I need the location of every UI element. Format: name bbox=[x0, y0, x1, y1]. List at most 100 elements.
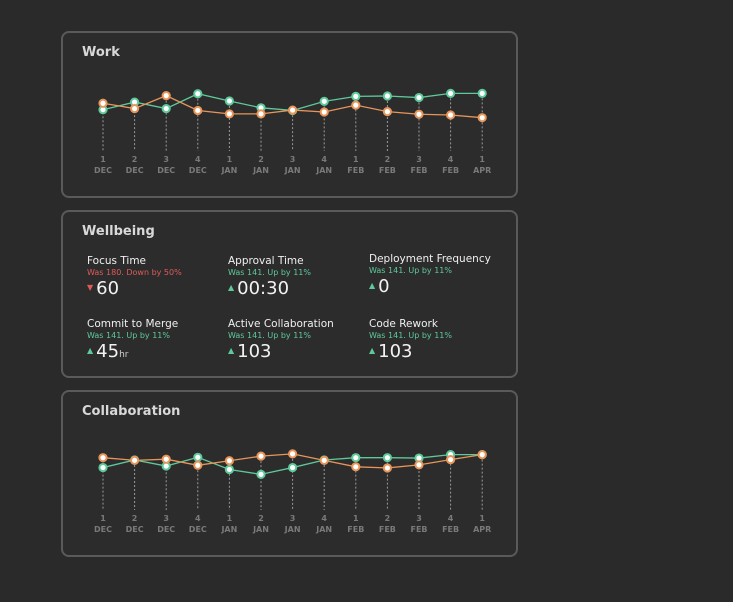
x-tick-label: 2 bbox=[132, 514, 138, 523]
x-tick-label: DEC bbox=[94, 525, 112, 534]
collaboration-title: Collaboration bbox=[82, 404, 181, 419]
data-point-green[interactable] bbox=[256, 469, 266, 480]
x-tick-label: 1 bbox=[479, 155, 485, 164]
x-tick-label: 4 bbox=[195, 514, 201, 523]
data-point-orange[interactable] bbox=[193, 105, 203, 116]
metric-value-row: ▲ 45hr bbox=[87, 341, 178, 362]
metric-value-row: ▲ 0 bbox=[369, 276, 491, 297]
metric-value: 00:30 bbox=[237, 278, 290, 299]
arrow-down-icon: ▼ bbox=[87, 282, 94, 292]
x-tick-label: DEC bbox=[189, 166, 207, 175]
data-point-orange[interactable] bbox=[288, 449, 298, 459]
arrow-up-icon: ▲ bbox=[228, 282, 235, 292]
arrow-up-icon: ▲ bbox=[369, 345, 376, 355]
data-point-orange[interactable] bbox=[224, 456, 234, 466]
data-point-orange[interactable] bbox=[319, 107, 329, 117]
data-point-orange[interactable] bbox=[98, 453, 108, 463]
data-point-green[interactable] bbox=[414, 92, 424, 103]
metric-value-row: ▼ 60 bbox=[87, 278, 182, 299]
x-tick-label: 1 bbox=[479, 514, 485, 523]
metric-label: Deployment Frequency bbox=[369, 253, 491, 265]
data-point-orange[interactable] bbox=[319, 455, 329, 465]
x-tick-label: 4 bbox=[321, 155, 327, 164]
x-tick-label: 1 bbox=[100, 514, 106, 523]
data-point-green[interactable] bbox=[161, 103, 171, 114]
x-tick-label: DEC bbox=[126, 166, 144, 175]
x-tick-label: FEB bbox=[410, 525, 427, 534]
data-point-orange[interactable] bbox=[256, 451, 266, 461]
metric-value-row: ▲ 00:30 bbox=[228, 278, 311, 299]
data-point-orange[interactable] bbox=[414, 460, 424, 470]
collaboration-chart: 1 DEC 2 DEC 3 DEC 4 DEC 1 JAN 2 JAN 3 JAN 4 JAN 1 FEB 2 FEB… bbox=[94, 449, 491, 534]
data-point-orange[interactable] bbox=[477, 450, 487, 460]
metric-change-text: Was 141. Up by 11% bbox=[228, 331, 311, 340]
data-point-green[interactable] bbox=[382, 453, 392, 463]
data-point-green[interactable] bbox=[224, 96, 234, 106]
data-point-orange[interactable] bbox=[130, 103, 140, 114]
metric-value: 0 bbox=[378, 276, 390, 297]
work-chart: 1 DEC 2 DEC 3 DEC 4 DEC 1 JAN 2 JAN 3 JAN 4 JAN 1 FEB 2 FEB… bbox=[94, 88, 491, 175]
collaboration-card: Collaboration 1 DEC 2 DEC 3 DEC 4 DEC 1 JAN 2 JAN 3 J… bbox=[61, 390, 518, 557]
data-point-orange[interactable] bbox=[382, 107, 392, 117]
x-tick-label: FEB bbox=[347, 525, 364, 534]
data-point-green[interactable] bbox=[193, 452, 203, 462]
metric-change-text: Was 141. Up by 11% bbox=[369, 331, 452, 340]
data-point-orange[interactable] bbox=[193, 460, 203, 470]
x-tick-label: 4 bbox=[321, 514, 327, 523]
data-point-orange[interactable] bbox=[161, 91, 171, 101]
data-point-orange[interactable] bbox=[351, 100, 361, 110]
x-tick-label: 1 bbox=[227, 514, 233, 523]
data-point-orange[interactable] bbox=[161, 454, 171, 464]
x-tick-label: DEC bbox=[157, 525, 175, 534]
data-point-green[interactable] bbox=[351, 91, 361, 102]
metric-label: Code Rework bbox=[369, 318, 438, 330]
x-tick-label: 4 bbox=[448, 155, 454, 164]
x-tick-label: 2 bbox=[132, 155, 138, 164]
metric-change-text: Was 180. Down by 50% bbox=[87, 268, 182, 277]
x-tick-label: 1 bbox=[100, 155, 106, 164]
wellbeing-card: Wellbeing Focus Time Was 180. Down by 50… bbox=[61, 210, 518, 378]
data-point-green[interactable] bbox=[382, 91, 392, 101]
arrow-up-icon: ▲ bbox=[87, 345, 94, 355]
data-point-orange[interactable] bbox=[477, 113, 487, 123]
x-tick-label: FEB bbox=[347, 166, 364, 175]
x-tick-label: 3 bbox=[290, 514, 296, 523]
data-point-orange[interactable] bbox=[351, 462, 361, 472]
data-point-orange[interactable] bbox=[130, 455, 140, 465]
data-point-green[interactable] bbox=[288, 462, 298, 473]
x-tick-label: FEB bbox=[442, 166, 459, 175]
metric-value-row: ▲ 103 bbox=[228, 341, 334, 362]
data-point-green[interactable] bbox=[193, 89, 203, 99]
data-point-orange[interactable] bbox=[446, 454, 456, 465]
arrow-up-icon: ▲ bbox=[369, 280, 376, 290]
data-point-orange[interactable] bbox=[382, 463, 392, 473]
data-point-green[interactable] bbox=[98, 462, 108, 473]
data-point-orange[interactable] bbox=[256, 109, 266, 119]
wellbeing-title: Wellbeing bbox=[82, 224, 155, 239]
x-tick-label: 3 bbox=[290, 155, 296, 164]
data-point-green[interactable] bbox=[351, 453, 361, 463]
x-tick-label: FEB bbox=[442, 525, 459, 534]
data-point-green[interactable] bbox=[224, 464, 234, 475]
data-point-green[interactable] bbox=[477, 88, 487, 98]
data-point-orange[interactable] bbox=[98, 98, 108, 108]
data-point-green[interactable] bbox=[446, 88, 456, 98]
metric-deployment-frequency: Deployment Frequency Was 141. Up by 11% … bbox=[369, 253, 491, 297]
metric-commit-to-merge: Commit to Merge Was 141. Up by 11% ▲ 45hr bbox=[87, 318, 178, 362]
metric-label: Approval Time bbox=[228, 255, 304, 267]
data-point-orange[interactable] bbox=[446, 110, 456, 120]
x-tick-label: FEB bbox=[410, 166, 427, 175]
x-tick-label: DEC bbox=[94, 166, 112, 175]
x-tick-label: FEB bbox=[379, 166, 396, 175]
arrow-up-icon: ▲ bbox=[228, 345, 235, 355]
x-tick-label: JAN bbox=[284, 166, 301, 175]
data-point-green[interactable] bbox=[319, 96, 329, 106]
x-tick-label: 4 bbox=[195, 155, 201, 164]
metric-focus-time: Focus Time Was 180. Down by 50% ▼ 60 bbox=[87, 255, 182, 299]
data-point-orange[interactable] bbox=[414, 109, 424, 119]
metric-value: 60 bbox=[96, 278, 120, 299]
metric-change-text: Was 141. Up by 11% bbox=[87, 331, 170, 340]
x-tick-label: DEC bbox=[126, 525, 144, 534]
data-point-orange[interactable] bbox=[288, 105, 298, 115]
data-point-orange[interactable] bbox=[224, 109, 234, 119]
